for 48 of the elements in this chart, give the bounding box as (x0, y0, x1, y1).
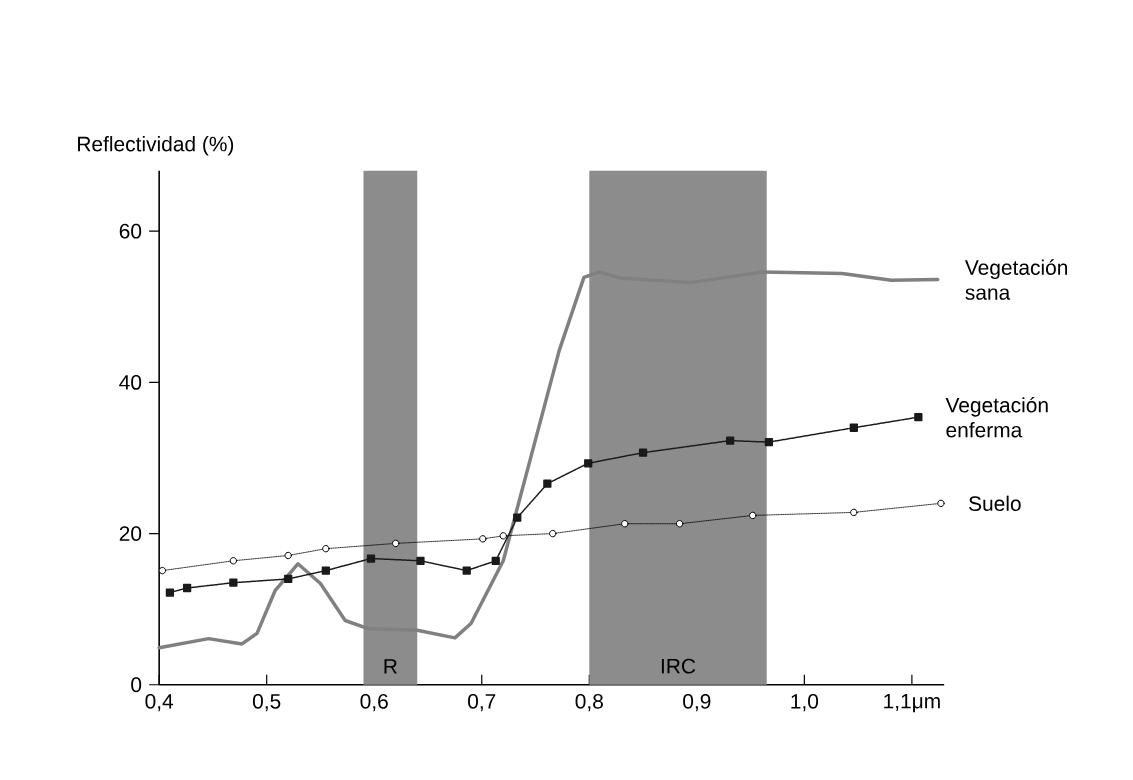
x-tick-label: 1,1μm (884, 693, 940, 713)
y-tick-label: 40 (119, 374, 142, 390)
point (158, 566, 167, 575)
x-tick-label: 1,0 (791, 693, 819, 712)
y-axis-title: Reflectividad (%) (78, 136, 234, 156)
x-tick-label: 0,8 (575, 693, 603, 712)
point (849, 423, 858, 432)
point (322, 545, 330, 553)
point (392, 539, 400, 548)
point (584, 459, 593, 468)
point (675, 520, 684, 528)
point (726, 436, 735, 445)
point (479, 535, 487, 543)
x-tick-label: 0,9 (683, 693, 711, 712)
point (229, 557, 238, 565)
point (491, 556, 500, 565)
x-tick-label: 0,5 (252, 693, 281, 712)
point (366, 554, 376, 563)
point (284, 574, 293, 584)
point (914, 413, 923, 422)
point (749, 511, 757, 520)
x-tick-label: 0,4 (145, 693, 174, 712)
y-tick-label: 20 (119, 526, 142, 541)
point (513, 513, 522, 522)
x-tick-label: 0,6 (360, 693, 388, 712)
x-tick-label: 0,7 (468, 693, 496, 712)
point (499, 532, 507, 540)
point (850, 508, 858, 517)
point (543, 479, 552, 488)
point (764, 437, 774, 447)
band-label: IRC (661, 658, 696, 674)
y-tick-label: 0 (131, 677, 142, 693)
point (182, 583, 192, 593)
point (284, 551, 292, 560)
point (937, 499, 945, 508)
series-label: Vegetación sana (964, 259, 1068, 300)
point (321, 566, 330, 575)
y-tick-label: 60 (119, 223, 142, 239)
point (621, 520, 629, 528)
point (229, 578, 238, 587)
point (549, 529, 557, 538)
series-label: Vegetación enferma (945, 396, 1048, 438)
point (462, 566, 471, 575)
point (165, 588, 175, 597)
point (416, 556, 425, 565)
series-label: Suelo (969, 495, 1021, 512)
point (638, 448, 648, 457)
band-label: R (384, 659, 397, 674)
